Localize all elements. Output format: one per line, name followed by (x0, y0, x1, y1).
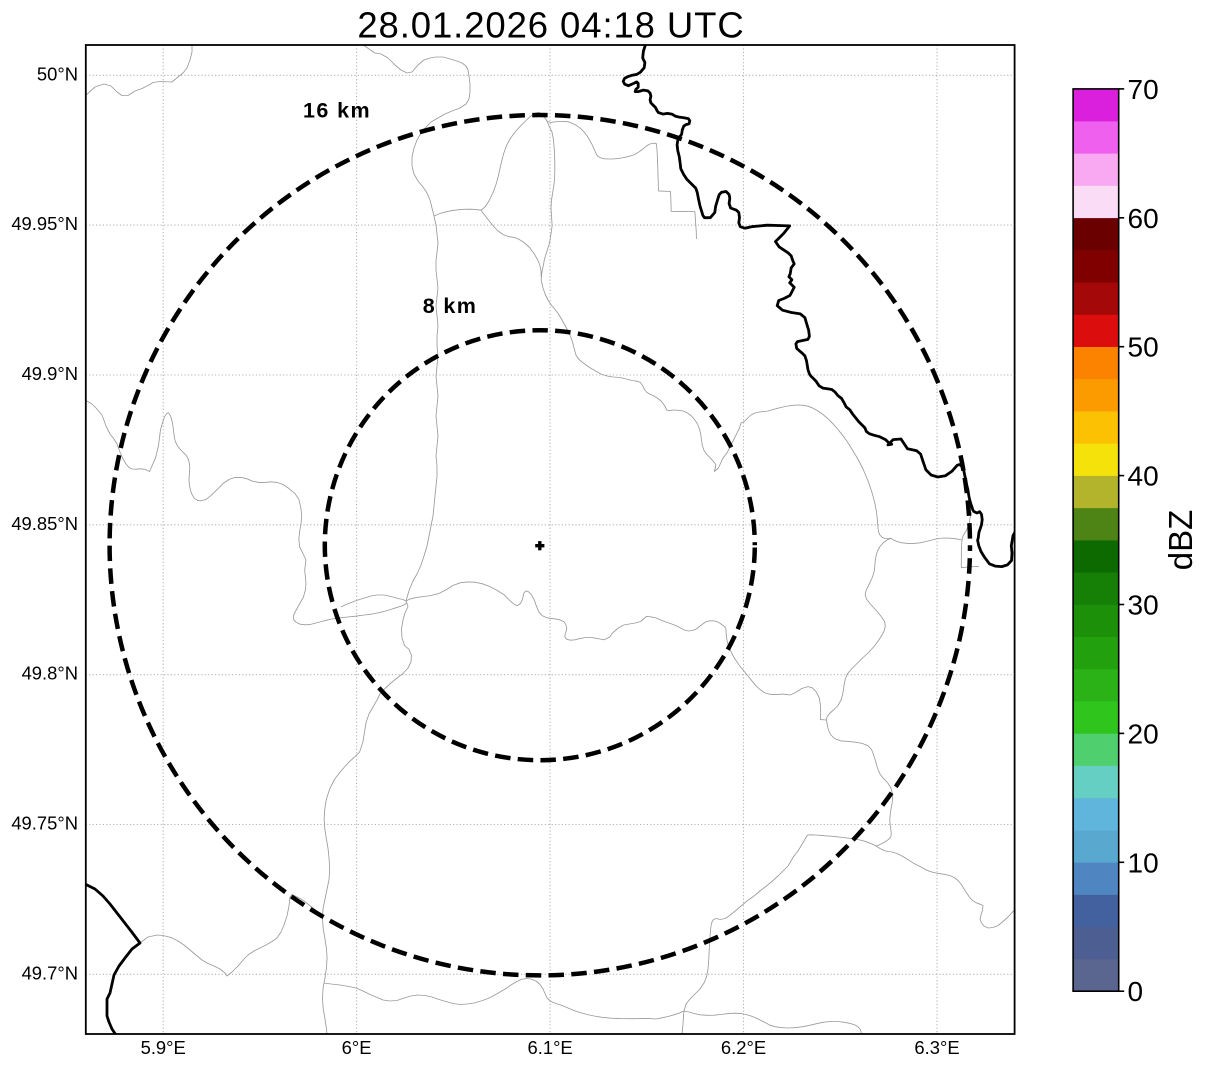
svg-text:49.7°N: 49.7°N (22, 962, 78, 983)
svg-text:60: 60 (1128, 203, 1159, 234)
svg-text:8 km: 8 km (423, 294, 478, 318)
svg-text:49.9°N: 49.9°N (22, 363, 78, 384)
svg-text:6.3°E: 6.3°E (914, 1037, 959, 1058)
svg-text:6.1°E: 6.1°E (528, 1037, 573, 1058)
svg-text:dBZ: dBZ (1162, 510, 1199, 571)
svg-text:70: 70 (1128, 74, 1159, 105)
svg-text:6.2°E: 6.2°E (721, 1037, 766, 1058)
svg-text:50°N: 50°N (37, 63, 78, 84)
svg-text:0: 0 (1128, 976, 1144, 1007)
svg-text:40: 40 (1128, 461, 1159, 492)
svg-text:30: 30 (1128, 590, 1159, 621)
svg-text:6°E: 6°E (342, 1037, 372, 1058)
svg-text:50: 50 (1128, 332, 1159, 363)
svg-text:49.85°N: 49.85°N (11, 513, 78, 534)
svg-text:49.75°N: 49.75°N (11, 813, 78, 834)
svg-text:20: 20 (1128, 718, 1159, 749)
svg-text:10: 10 (1128, 847, 1159, 878)
svg-text:49.95°N: 49.95°N (11, 213, 78, 234)
svg-text:28.01.2026 04:18 UTC: 28.01.2026 04:18 UTC (357, 5, 744, 46)
svg-text:16 km: 16 km (303, 99, 371, 123)
svg-text:5.9°E: 5.9°E (141, 1037, 186, 1058)
svg-text:49.8°N: 49.8°N (22, 663, 78, 684)
